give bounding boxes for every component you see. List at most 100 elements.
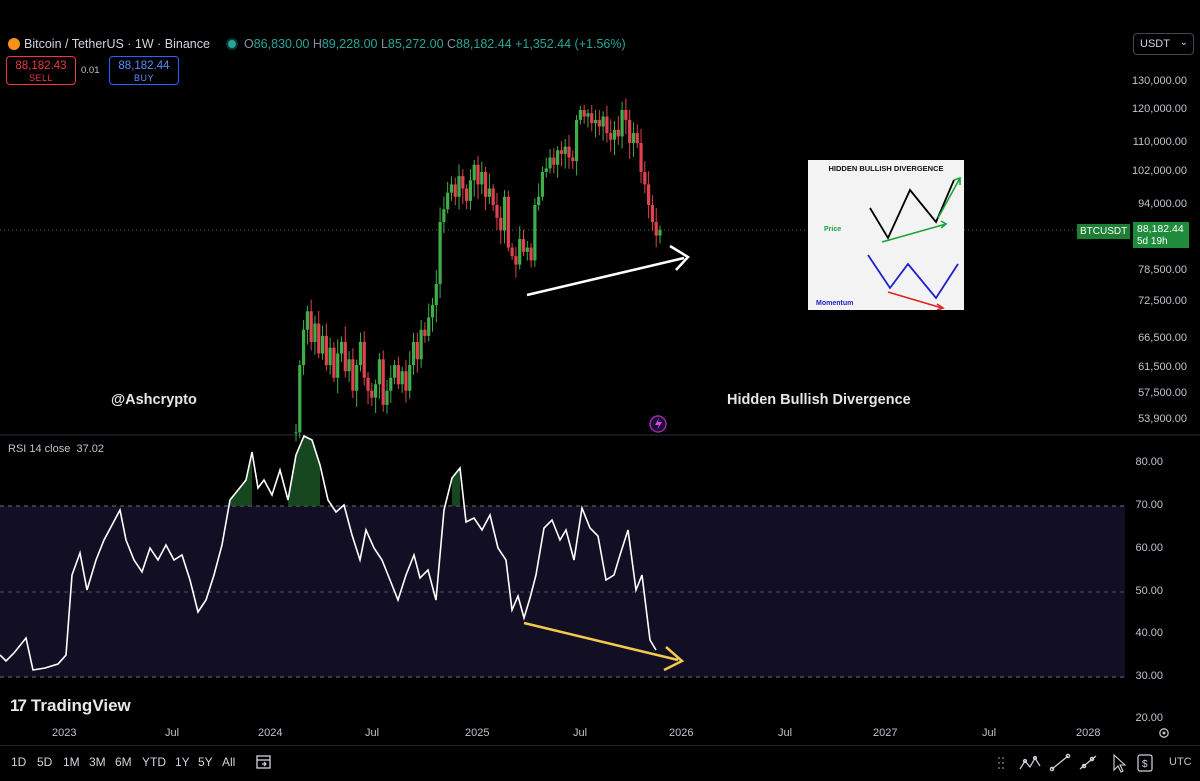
candle-body bbox=[567, 146, 571, 158]
candle-body bbox=[628, 119, 632, 143]
drawing-tools[interactable]: $ bbox=[996, 752, 1156, 774]
timeframe-button[interactable]: 5D bbox=[37, 755, 53, 769]
divergence-label: Hidden Bullish Divergence bbox=[727, 392, 911, 408]
rsi-tick-label: 80.00 bbox=[1135, 456, 1163, 468]
time-tick-label: 2024 bbox=[258, 727, 283, 739]
candle-body bbox=[525, 247, 529, 252]
buy-button[interactable]: 88,182.44 BUY bbox=[109, 56, 179, 85]
candle-body bbox=[540, 172, 545, 197]
price-tick-label: 130,000.00 bbox=[1131, 75, 1187, 87]
rsi-tick-label: 50.00 bbox=[1135, 585, 1163, 597]
candle-body bbox=[571, 157, 575, 162]
candle-body bbox=[518, 239, 522, 265]
timeframe-button[interactable]: 3M bbox=[89, 755, 106, 769]
rsi-tick-label: 40.00 bbox=[1135, 627, 1163, 639]
inset-momentum-arrowhead bbox=[936, 303, 945, 311]
candle-body bbox=[499, 217, 503, 231]
candle-body bbox=[537, 196, 541, 205]
candle-body bbox=[616, 129, 620, 137]
price-divergence-arrow bbox=[526, 256, 685, 297]
candle-body bbox=[639, 143, 643, 172]
candle-body bbox=[392, 365, 397, 378]
bottom-toolbar bbox=[0, 745, 1200, 781]
candle-body bbox=[461, 176, 465, 189]
rsi-legend[interactable]: RSI 14 close 37.02 bbox=[8, 443, 104, 455]
timeframe-button[interactable]: 1Y bbox=[175, 755, 190, 769]
candle-body bbox=[559, 150, 564, 154]
trend-line-icon bbox=[1049, 753, 1071, 772]
ray-tool-icon bbox=[1079, 755, 1097, 770]
candle-body bbox=[654, 222, 658, 236]
settings-gear-icon[interactable] bbox=[1157, 726, 1171, 740]
timeframe-button[interactable]: 1D bbox=[11, 755, 27, 769]
timeframe-button[interactable]: YTD bbox=[142, 755, 166, 769]
candle-body bbox=[533, 205, 537, 261]
flash-bolt bbox=[655, 418, 662, 430]
timeframe-button[interactable]: 1M bbox=[63, 755, 80, 769]
candle-body bbox=[377, 359, 382, 385]
candle-body bbox=[544, 168, 548, 172]
candle-body bbox=[502, 196, 507, 231]
candle-body bbox=[411, 341, 416, 366]
time-tick-label: Jul bbox=[573, 727, 588, 739]
candle-body bbox=[453, 184, 457, 197]
rsi-arrowhead bbox=[663, 646, 685, 672]
candle-body bbox=[324, 335, 328, 366]
price-tick-label: 61,500.00 bbox=[1138, 361, 1187, 373]
candle-body bbox=[495, 205, 499, 218]
candle-body bbox=[400, 371, 404, 385]
ohlc-readout: O86,830.00 H89,228.00 L85,272.00 C88,182… bbox=[244, 37, 626, 51]
buy-price: 88,182.44 bbox=[118, 60, 170, 72]
timezone-label[interactable]: UTC bbox=[1169, 756, 1192, 768]
chevron-down-icon: ⌄ bbox=[1179, 37, 1188, 48]
inset-price-up-arrow bbox=[937, 177, 961, 219]
candle-body bbox=[529, 247, 533, 261]
candle-body bbox=[449, 184, 454, 193]
author-handle: @Ashcrypto bbox=[111, 392, 197, 408]
rsi-tick-label: 60.00 bbox=[1135, 542, 1163, 554]
timeframe-button[interactable]: 5Y bbox=[198, 755, 213, 769]
candle-body bbox=[590, 113, 594, 124]
candle-body bbox=[582, 110, 586, 117]
candle-body bbox=[643, 172, 647, 185]
time-tick-label: Jul bbox=[982, 727, 997, 739]
candle-body bbox=[385, 390, 389, 405]
last-price-value: 88,182.44 bbox=[1133, 222, 1189, 236]
candle-body bbox=[305, 311, 309, 330]
divergence-inset-diagram: HIDDEN BULLISH DIVERGENCE Price Momentum bbox=[808, 160, 964, 311]
timeframe-button[interactable]: 6M bbox=[115, 755, 132, 769]
candle-body bbox=[446, 192, 450, 210]
candle-body bbox=[332, 347, 336, 378]
rsi-overbought-area bbox=[230, 452, 252, 506]
spread-value: 0.01 bbox=[81, 65, 100, 76]
currency-select[interactable]: USDT ⌄ bbox=[1133, 33, 1194, 55]
candle-body bbox=[521, 239, 526, 252]
price-tick-label: 94,000.00 bbox=[1138, 198, 1187, 210]
last-price-label: BTCUSDT 88,182.44 5d 19h bbox=[1077, 222, 1189, 248]
timeframe-button[interactable]: All bbox=[222, 755, 236, 769]
candle-body bbox=[605, 116, 609, 134]
price-tick-label: 57,500.00 bbox=[1138, 387, 1187, 399]
drag-handle-icon bbox=[998, 757, 1004, 769]
sell-price: 88,182.43 bbox=[15, 60, 67, 72]
candle-body bbox=[434, 283, 438, 306]
candle-body bbox=[612, 129, 617, 140]
candle-body bbox=[351, 359, 355, 391]
price-tick-label: 53,900.00 bbox=[1138, 413, 1187, 425]
time-tick-label: 2026 bbox=[669, 727, 694, 739]
date-range-icon[interactable] bbox=[254, 752, 274, 772]
candle-body bbox=[465, 188, 469, 201]
price-tick-label: 110,000.00 bbox=[1132, 136, 1187, 148]
price-tick-label: 66,500.00 bbox=[1138, 332, 1187, 344]
inset-price-label: Price bbox=[824, 226, 841, 233]
candle-body bbox=[389, 377, 393, 391]
inset-price-trend bbox=[881, 223, 947, 243]
time-tick-label: Jul bbox=[365, 727, 380, 739]
rsi-overbought-area bbox=[288, 436, 320, 506]
sell-button[interactable]: 88,182.43 SELL bbox=[6, 56, 76, 85]
candle-body bbox=[593, 119, 598, 124]
rsi-line bbox=[0, 434, 657, 671]
symbol-title[interactable]: Bitcoin / TetherUS · 1W · Binance bbox=[24, 37, 210, 51]
candle-body bbox=[328, 347, 332, 366]
